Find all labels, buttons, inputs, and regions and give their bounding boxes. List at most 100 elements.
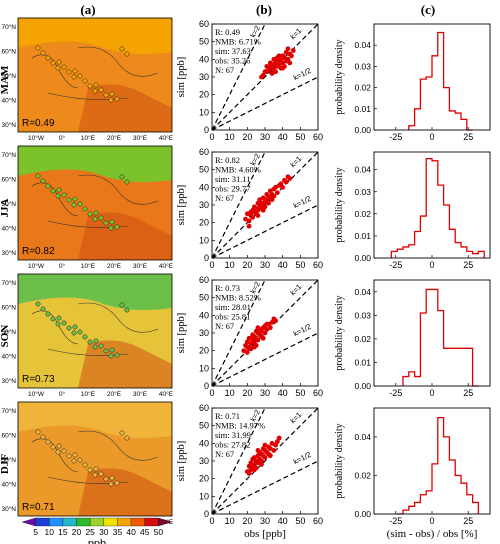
histogram-bar bbox=[444, 348, 450, 386]
histogram: 0.04 0.03 0.02 0.01 0.00 -25 0 25 probability de… bbox=[334, 23, 491, 142]
station-marker bbox=[124, 435, 130, 441]
histogram-bar bbox=[461, 247, 467, 258]
stats-line: R: 0.71 bbox=[215, 411, 240, 421]
histogram-bar bbox=[449, 348, 455, 386]
histogram-bar bbox=[426, 77, 432, 130]
lon-tick-label: 10°E bbox=[81, 390, 96, 398]
x-tick-label: 0 bbox=[209, 516, 214, 526]
data-point bbox=[266, 200, 271, 206]
data-point bbox=[267, 325, 273, 331]
station-marker bbox=[98, 471, 104, 477]
station-marker bbox=[45, 183, 51, 189]
data-point bbox=[243, 216, 248, 222]
hist-y-tick-label: 0.04 bbox=[354, 432, 371, 442]
colorbar-segment bbox=[117, 517, 132, 527]
hist-x-tick-label: 0 bbox=[429, 260, 434, 270]
x-tick-label: 50 bbox=[295, 388, 305, 398]
data-point bbox=[264, 69, 270, 75]
station-marker bbox=[93, 338, 99, 344]
station-marker bbox=[114, 480, 120, 486]
data-point bbox=[271, 67, 277, 73]
map-frame bbox=[17, 17, 173, 133]
data-point bbox=[252, 462, 257, 467]
x-tick-label: 30 bbox=[260, 516, 270, 526]
map-frame bbox=[17, 401, 173, 517]
histogram-bar bbox=[438, 311, 444, 386]
station-marker bbox=[124, 179, 130, 185]
histogram-bar bbox=[444, 88, 450, 130]
y-tick-label: 40 bbox=[199, 182, 209, 192]
map-frame bbox=[17, 145, 173, 261]
line-label-k1: k=1 bbox=[288, 410, 303, 425]
histogram-bar bbox=[473, 254, 479, 258]
station-marker bbox=[124, 307, 130, 313]
hist-y-tick-label: 0.04 bbox=[354, 287, 371, 297]
station-marker bbox=[35, 301, 41, 307]
station-marker bbox=[87, 339, 93, 345]
hist-x-tick-label: 0 bbox=[429, 516, 434, 526]
station-marker bbox=[35, 173, 41, 179]
y-tick-label: 30 bbox=[199, 456, 209, 466]
station-marker bbox=[72, 452, 78, 458]
stats-line: R: 0.49 bbox=[215, 27, 240, 37]
histogram-bar bbox=[455, 113, 461, 130]
data-point bbox=[273, 318, 278, 324]
season-label: DJF bbox=[0, 454, 11, 474]
data-point bbox=[283, 49, 289, 55]
data-point bbox=[252, 344, 257, 350]
histogram-bar bbox=[449, 229, 455, 258]
colorbar-tick-label: 30 bbox=[99, 527, 109, 537]
colorbar-segment bbox=[158, 517, 173, 527]
lat-tick-label: 70°N bbox=[1, 151, 16, 159]
data-point bbox=[267, 64, 273, 69]
station-marker bbox=[114, 96, 120, 102]
station-marker bbox=[71, 202, 77, 208]
data-point bbox=[280, 60, 286, 66]
data-point bbox=[253, 328, 259, 334]
data-point bbox=[269, 71, 275, 76]
y-axis-label: sim [ppb] bbox=[176, 313, 187, 354]
colorbar-tick-label: 50 bbox=[154, 527, 164, 537]
histogram-bar bbox=[432, 161, 438, 258]
data-point bbox=[255, 448, 261, 453]
hist-y-tick-label: 0.01 bbox=[354, 231, 371, 241]
stats-line: obs: 25.81 bbox=[215, 312, 250, 322]
station-marker bbox=[45, 311, 51, 317]
x-tick-label: 20 bbox=[242, 516, 252, 526]
data-point bbox=[285, 56, 291, 62]
histogram-bar bbox=[426, 159, 432, 258]
line-k-half bbox=[212, 332, 318, 386]
data-point bbox=[274, 58, 280, 64]
y-tick-label: 40 bbox=[199, 438, 209, 448]
data-point bbox=[252, 339, 257, 345]
histogram-bar bbox=[415, 377, 421, 386]
y-tick-label: 50 bbox=[199, 421, 209, 431]
data-point bbox=[276, 62, 282, 68]
data-point bbox=[276, 435, 282, 441]
data-point bbox=[287, 176, 293, 181]
histogram-bar bbox=[449, 460, 455, 514]
stats-line: sim: 31.11 bbox=[215, 174, 251, 184]
stats-line: R: 0.82 bbox=[215, 155, 240, 165]
data-point bbox=[252, 455, 257, 460]
station-marker bbox=[109, 347, 115, 353]
stats-line: N: 67 bbox=[215, 449, 234, 459]
station-marker bbox=[61, 192, 67, 198]
station-marker bbox=[82, 206, 88, 212]
lat-tick-label: 70°N bbox=[1, 279, 16, 287]
lon-tick-label: 0° bbox=[59, 134, 66, 142]
station-marker bbox=[98, 215, 104, 221]
hist-y-axis-label: probability density bbox=[334, 295, 345, 370]
ozone-map: 70°N 60°N 50°N 40°N 30°N 10°W 0° 10°E 20°E 30°E 40… bbox=[1, 273, 174, 398]
station-marker bbox=[114, 224, 120, 230]
y-tick-label: 10 bbox=[199, 363, 209, 373]
histogram-bar bbox=[397, 249, 403, 258]
colorbar-segment bbox=[49, 517, 64, 527]
colorbar-segment bbox=[103, 517, 118, 527]
y-axis-label: sim [ppb] bbox=[176, 57, 187, 98]
station-marker bbox=[40, 434, 46, 440]
x-tick-label: 0 bbox=[209, 260, 214, 270]
